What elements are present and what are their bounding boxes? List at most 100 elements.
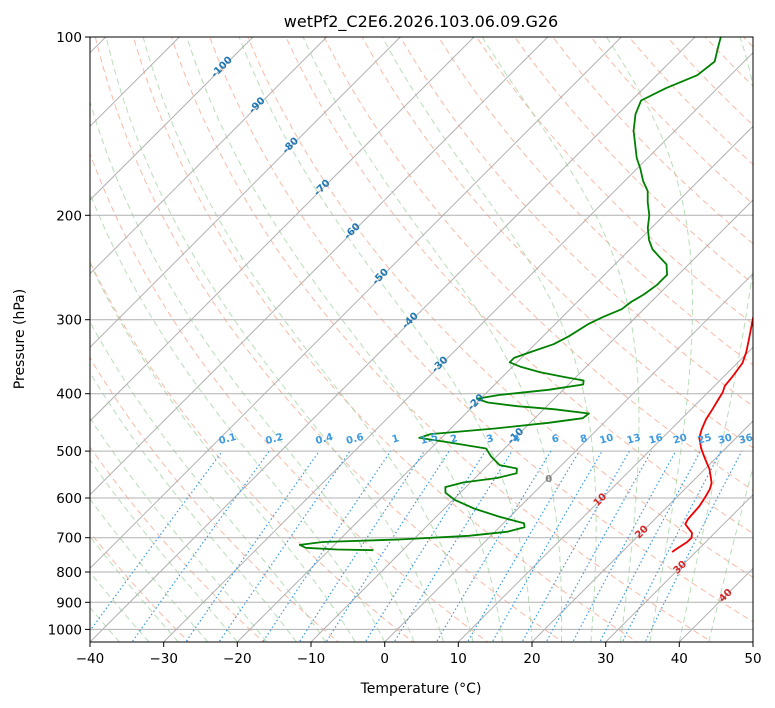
moist-adiabat-line — [606, 37, 693, 642]
dry-adiabat-line — [399, 37, 753, 407]
y-tick-label: 1000 — [48, 622, 82, 638]
mixing-ratio-label: 0.2 — [264, 432, 284, 447]
dry-adiabat-line — [514, 37, 753, 285]
plot-frame — [89, 36, 754, 643]
mixing-ratio-line — [298, 450, 425, 642]
pressure-gridlines — [90, 37, 753, 630]
profile-series — [298, 37, 753, 553]
y-tick-label: 200 — [56, 208, 82, 224]
dry-adiabat-line — [628, 37, 753, 166]
dry-adiabat-line — [361, 37, 753, 449]
dry-adiabat-line — [90, 531, 190, 642]
mixing-ratio-line — [491, 450, 603, 642]
isotherm-line — [90, 37, 254, 201]
skewed-isotherms — [90, 37, 753, 642]
mixing-ratio-line — [435, 450, 552, 642]
dry-adiabat-line — [90, 356, 340, 642]
mixing-ratio-label: 13 — [626, 432, 642, 446]
y-tick-label: 700 — [56, 531, 82, 547]
dewpoint-profile-line — [298, 37, 722, 552]
mixing-ratio-line — [572, 450, 677, 642]
mixing-ratio-label: 1.5 — [419, 432, 439, 447]
x-tick-label: 50 — [744, 651, 761, 667]
mixing-ratio-label: 0.6 — [345, 432, 365, 447]
x-tick-label: −20 — [223, 651, 252, 667]
temperature-profile-line — [671, 313, 753, 553]
isotherm-line — [90, 37, 549, 496]
mixing-ratio-label: 10 — [598, 432, 614, 446]
y-tick-label: 800 — [56, 565, 82, 581]
isotherm-line — [605, 493, 753, 642]
mixing-ratio-line — [393, 450, 513, 642]
mixing-ratio-line — [185, 450, 320, 642]
mixing-ratio-label: 16 — [648, 432, 664, 446]
moist-adiabat-line — [481, 37, 640, 642]
x-tick-label: −30 — [149, 651, 178, 667]
x-tick-label: 40 — [671, 651, 688, 667]
y-tick-label: 600 — [56, 491, 82, 507]
dry-adiabat-line — [90, 446, 265, 642]
isotherm-line — [90, 37, 475, 422]
y-axis-ticks: 100 200 300 400 500 600 700 800 900 1000 — [48, 30, 90, 638]
moist-adiabat-line — [142, 37, 474, 642]
moist-adiabat-line — [105, 37, 445, 642]
mixing-ratio-label: 3 — [485, 433, 495, 445]
mixing-ratio-line — [644, 450, 743, 642]
y-axis-label: Pressure (hPa) — [12, 289, 28, 389]
mixing-ratio-label: 1 — [391, 433, 401, 445]
isotherm-line — [457, 346, 753, 642]
moist-adiabat-line — [90, 498, 209, 642]
dry-adiabat-line — [94, 37, 564, 642]
x-tick-label: 0 — [380, 651, 389, 667]
dry-adiabat-line — [476, 37, 753, 325]
mixing-ratio-line — [466, 450, 580, 642]
mixing-ratio-label: 0.1 — [218, 432, 238, 447]
mixing-ratio-label: 0.4 — [314, 432, 334, 447]
mixing-ratio-lines — [90, 450, 743, 642]
moist-adiabat-line — [708, 465, 753, 642]
moist-adiabat-line — [186, 37, 503, 642]
mixing-ratio-label: 2 — [449, 433, 459, 445]
y-tick-label: 300 — [56, 313, 82, 329]
dry-adiabat-line — [209, 37, 753, 623]
dry-adiabat-line — [90, 260, 414, 642]
isotherm-line — [90, 37, 328, 275]
mixing-ratio-label: 30 — [717, 432, 733, 446]
mixing-ratio-label: 25 — [697, 432, 713, 446]
mixing-ratio-label: 8 — [579, 433, 589, 445]
x-tick-label: 20 — [523, 651, 540, 667]
dry-adiabat-line — [132, 37, 639, 642]
mixing-ratio-label: 20 — [672, 432, 688, 446]
moist-adiabat-line — [238, 37, 533, 642]
y-tick-label: 400 — [56, 387, 82, 403]
mixing-ratio-line — [521, 450, 631, 642]
isotherm-line — [531, 420, 753, 642]
moist-adiabat-line — [381, 37, 597, 642]
x-tick-label: −40 — [76, 651, 105, 667]
mixing-ratio-label: 6 — [551, 433, 561, 445]
mixing-ratio-line — [545, 450, 653, 642]
y-tick-label: 900 — [56, 595, 82, 611]
moist-adiabat-line — [302, 37, 563, 642]
moist-adiabat-line — [678, 37, 753, 642]
isotherm-line — [163, 51, 753, 642]
dry-adiabat-line — [437, 37, 753, 366]
y-tick-label: 500 — [56, 444, 82, 460]
dry-adiabat-line — [552, 37, 753, 245]
dry-adiabat-line — [247, 37, 753, 578]
dry-adiabat-line — [323, 37, 753, 491]
mixing-ratio-label: 4 — [512, 433, 522, 445]
isotherm-line — [90, 37, 622, 570]
x-tick-label: 30 — [597, 651, 614, 667]
x-axis-label: Temperature (°C) — [360, 681, 482, 697]
mixing-ratio-line — [599, 450, 702, 642]
temperature-marker-label: 0 — [545, 474, 552, 485]
mixing-ratio-line — [218, 450, 351, 642]
chart-title: wetPf2_C2E6.2026.103.06.09.G26 — [284, 12, 558, 32]
moist-adiabat-line — [90, 262, 356, 642]
moist-adiabat-line — [90, 535, 179, 642]
dry-adiabat-line — [171, 37, 713, 642]
mixing-ratio-label: 36 — [738, 432, 754, 446]
